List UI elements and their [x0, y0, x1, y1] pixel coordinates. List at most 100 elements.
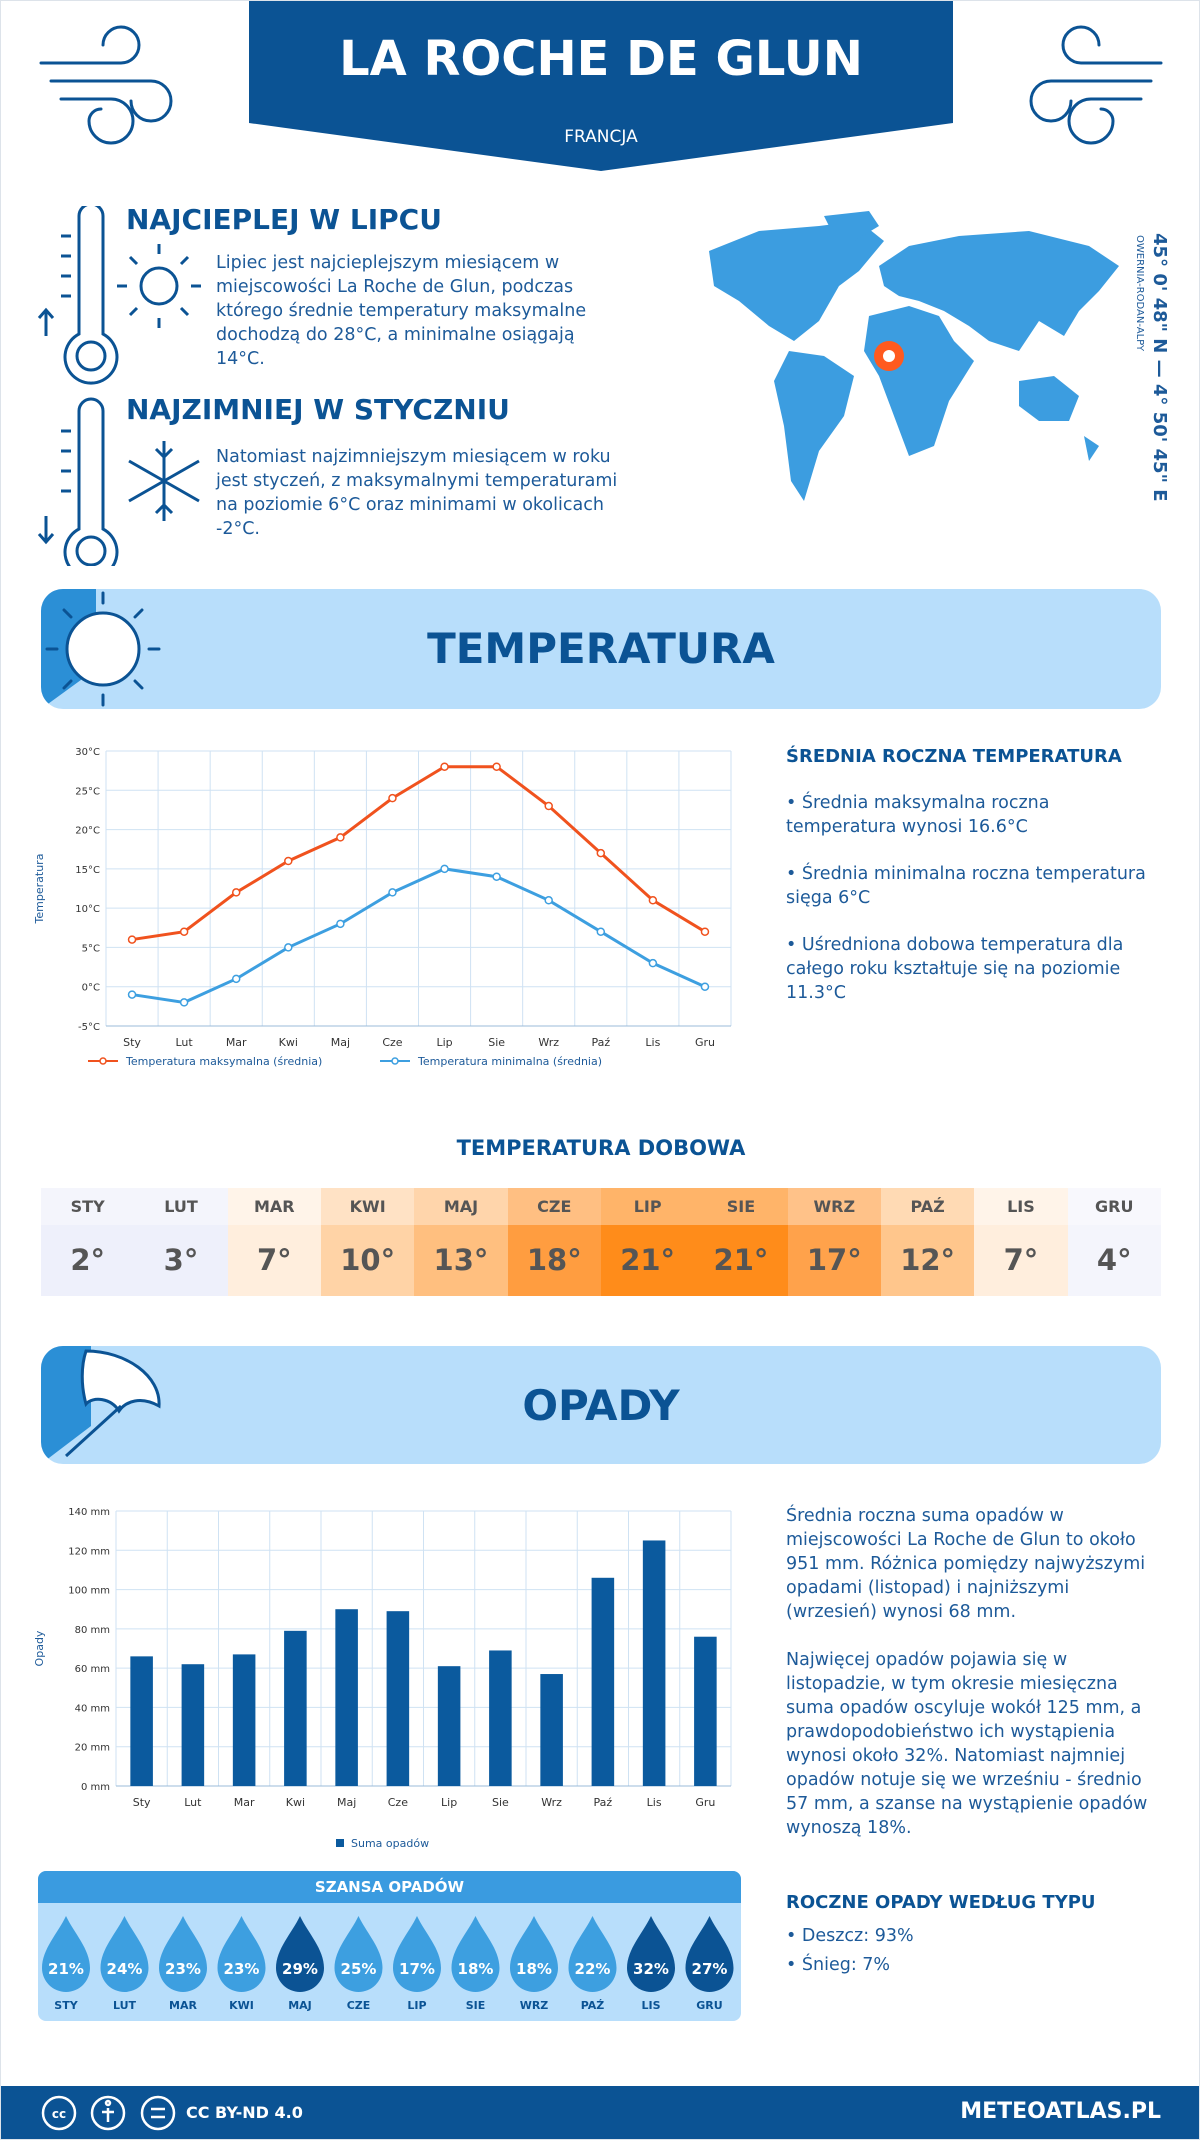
point	[127, 990, 137, 999]
temperature-stat: • Średnia minimalna roczna temperatura s…	[786, 864, 1146, 908]
daily-value: 7°	[256, 1243, 292, 1277]
drop	[627, 1916, 675, 1992]
legend-label: Temperatura maksymalna (średnia)	[125, 1055, 322, 1068]
daily-cell: MAJ 13°	[414, 1188, 508, 1296]
types-title: ROCZNE OPADY WEDŁUG TYPU	[786, 1892, 1096, 1913]
daily-cell: CZE 18°	[507, 1188, 601, 1296]
legend-marker	[391, 1057, 399, 1065]
chance-month: LUT	[113, 1999, 137, 2012]
daily-title: TEMPERATURA DOBOWA	[456, 1136, 746, 1160]
point	[440, 864, 449, 874]
drop	[100, 1916, 149, 1992]
type-item: • Śnieg: 7%	[786, 1955, 891, 1975]
chance-value: 25%	[341, 1960, 377, 1978]
daily-cell: PAŹ 12°	[880, 1188, 975, 1296]
legend-marker	[99, 1057, 107, 1065]
bar	[284, 1630, 307, 1786]
x-tick-label: Lut	[176, 1036, 194, 1049]
point	[127, 935, 137, 944]
y-axis-label: Opady	[33, 1630, 46, 1666]
chance-month: WRZ	[520, 1999, 549, 2012]
x-tick-label: Cze	[388, 1796, 408, 1809]
drop	[276, 1916, 324, 1992]
daily-value: 12°	[900, 1243, 956, 1277]
daily-cell: MAR 7°	[227, 1188, 321, 1296]
x-tick-label: Wrz	[538, 1036, 559, 1049]
chance-month: STY	[54, 1999, 78, 2012]
x-tick-label: Gru	[695, 1796, 715, 1809]
drop	[393, 1916, 441, 1992]
daily-cell: WRZ 17°	[787, 1188, 881, 1296]
precipitation-text: Najwięcej opadów pojawia się w listopadz…	[786, 1650, 1148, 1838]
bar	[437, 1666, 461, 1786]
daily-month: KWI	[320, 1188, 415, 1225]
daily-value: 10°	[340, 1243, 396, 1277]
point	[596, 927, 606, 936]
temperature-stat: • Uśredniona dobowa temperatura dla całe…	[786, 935, 1124, 1003]
drop	[510, 1916, 558, 1992]
bar	[489, 1650, 512, 1786]
point	[284, 943, 293, 952]
thermometer-icons	[37, 206, 201, 566]
x-tick-label: Maj	[331, 1036, 350, 1049]
y-tick-label: 25°C	[75, 786, 100, 797]
chance-month: MAR	[169, 1999, 197, 2012]
chance-drops: 21% STY 24% LUT 23% MAR 23% KWI 29% MAJ 25% CZE 17% L…	[42, 1916, 734, 2012]
daily-month: WRZ	[787, 1188, 881, 1225]
y-axis-label: Temperatura	[33, 854, 46, 925]
x-tick-label: Lis	[647, 1796, 662, 1809]
precipitation-text: Średnia roczna suma opadów w miejscowośc…	[786, 1506, 1146, 1622]
daily-cell: STY 2°	[41, 1188, 135, 1296]
y-tick-label: 20 mm	[75, 1743, 110, 1754]
drop	[217, 1916, 266, 1992]
daily-month: GRU	[1067, 1188, 1161, 1225]
temperature-chart: -5°C 0°C 5°C 10°C 15°C 20°C 25°C 30°C Sty Lut Mar K…	[33, 747, 732, 1068]
chance-value: 27%	[692, 1960, 728, 1978]
y-tick-label: 80 mm	[75, 1625, 110, 1636]
x-tick-label: Gru	[695, 1036, 715, 1049]
page-title: LA ROCHE DE GLUN	[339, 31, 863, 87]
coldest-text: Natomiast najzimniejszym miesiącem w rok…	[216, 447, 618, 539]
point	[544, 801, 553, 811]
y-tick-label: 5°C	[82, 943, 100, 954]
temperature-heading: TEMPERATURA	[427, 624, 775, 673]
point	[231, 974, 241, 984]
site-name[interactable]: METEOATLAS.PL	[960, 2099, 1161, 2124]
legend-marker	[336, 1839, 344, 1847]
bar	[386, 1611, 410, 1786]
bar	[335, 1609, 358, 1786]
daily-value: 17°	[806, 1243, 862, 1277]
world-map	[709, 211, 1119, 501]
daily-value: 18°	[526, 1243, 582, 1277]
daily-value: 13°	[433, 1243, 489, 1277]
point	[179, 927, 189, 936]
x-tick-label: Sie	[488, 1036, 505, 1049]
legend-label: Suma opadów	[351, 1837, 429, 1850]
point	[388, 888, 397, 897]
daily-month: SIE	[694, 1188, 788, 1225]
daily-value: 7°	[1003, 1243, 1039, 1277]
x-tick-label: Maj	[337, 1796, 356, 1809]
chance-value: 23%	[165, 1960, 201, 1978]
region: OWERNIA-RODAN-ALPY	[1134, 235, 1145, 352]
daily-value: 2°	[70, 1243, 105, 1277]
point	[648, 896, 658, 905]
point	[596, 848, 606, 858]
chance-value: 22%	[575, 1960, 611, 1978]
y-tick-label: 140 mm	[68, 1507, 110, 1518]
y-tick-label: 0°C	[82, 983, 100, 994]
daily-month: PAŹ	[880, 1188, 975, 1225]
point	[544, 896, 553, 905]
point	[700, 982, 710, 991]
bar	[181, 1664, 205, 1786]
point	[440, 762, 449, 771]
temperature-stats-title: ŚREDNIA ROCZNA TEMPERATURA	[786, 746, 1122, 767]
y-tick-label: 100 mm	[68, 1586, 110, 1597]
svg-text:cc: cc	[52, 2107, 66, 2121]
daily-value: 21°	[713, 1243, 769, 1277]
chance-value: 24%	[107, 1960, 143, 1978]
coordinates: 45° 0' 48" N — 4° 50' 45" E	[1149, 233, 1170, 502]
drop	[685, 1916, 734, 1992]
precipitation-banner: OPADY	[41, 1346, 1161, 1464]
